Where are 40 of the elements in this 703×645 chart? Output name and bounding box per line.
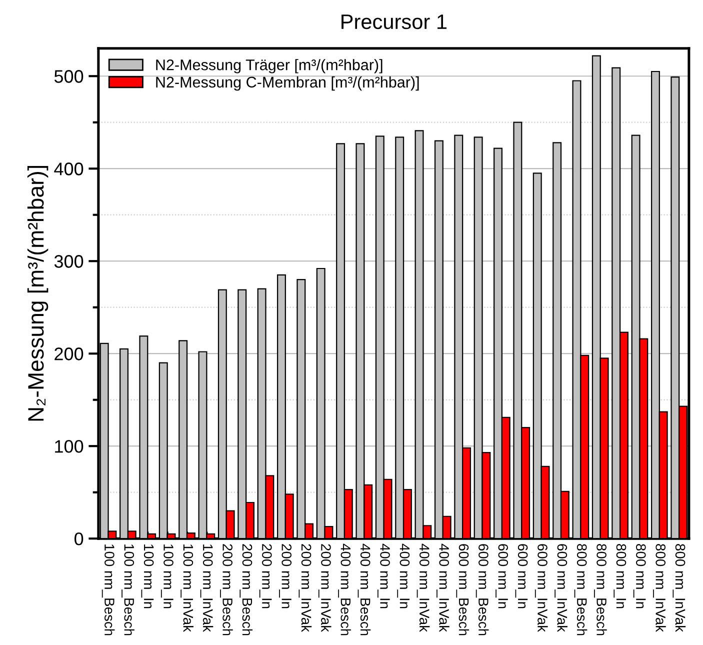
x-tick-label: 800 nm_InVak (653, 544, 666, 632)
x-tick-label: 400 nm_InVak (416, 544, 430, 632)
x-tick-label: 200 nm_InVak (318, 544, 332, 632)
x-tick-label: 800 nm_In (633, 544, 646, 608)
x-tick-label: 100 nm_Besch (102, 544, 115, 636)
x-tick-label: 600 nm_InVak (534, 544, 548, 632)
x-tick-label: 100 nm_Besch (122, 544, 134, 636)
x-tick-label: 200 nm_InVak (298, 544, 312, 632)
y-tick-label: 500 (54, 70, 84, 83)
x-tick-label: 600 nm_In (496, 544, 508, 608)
x-tick-label: 200 nm_Besch (240, 544, 253, 636)
x-tick-label: 800 nm_In (614, 544, 626, 608)
x-tick-label: 600 nm_In (515, 544, 528, 608)
x-tick-label: 100 nm_InVak (200, 544, 214, 632)
x-tick-label: 400 nm_In (397, 544, 410, 608)
y-tick-label: 0 (74, 532, 84, 546)
x-tick-label: 400 nm_Besch (358, 544, 371, 636)
x-tick-label: 400 nm_In (377, 544, 390, 608)
y-tick-label: 400 (54, 162, 84, 176)
x-tick-label: 400 nm_InVak (436, 544, 450, 632)
y-tick-label: 100 (55, 440, 84, 453)
x-tick-label: 200 nm_In (259, 544, 272, 608)
x-tick-label: 200 nm_In (279, 544, 292, 608)
legend-label: N2-Messung C-Membran [m³/(m²hbar)] (156, 76, 419, 91)
x-tick-label: 800 nm_Besch (574, 544, 588, 636)
x-tick-label: 600 nm_Besch (476, 544, 489, 636)
x-tick-label: 600 nm_InVak (554, 544, 568, 632)
x-tick-label: 400 nm_Besch (338, 544, 351, 636)
y-tick-label: 200 (54, 348, 84, 360)
legend-label: N2-Messung Träger [m³/(m²hbar)] (156, 59, 382, 74)
x-tick-label: 100 nm_InVak (180, 544, 194, 632)
x-tick-label: 100 nm_In (141, 544, 154, 608)
x-tick-label: 800 nm_Besch (594, 544, 607, 636)
x-tick-label: 800 nm_InVak (672, 544, 686, 632)
x-tick-label: 600 nm_Besch (456, 544, 470, 636)
y-tick-label: 300 (54, 255, 84, 268)
chart-title: Precursor 1 (342, 14, 447, 30)
x-tick-label: 200 nm_Besch (220, 544, 233, 636)
x-tick-label: 100 nm_In (160, 544, 174, 608)
y-axis-title: N₂-Messung [m³/(m²hbar)] (27, 166, 48, 421)
